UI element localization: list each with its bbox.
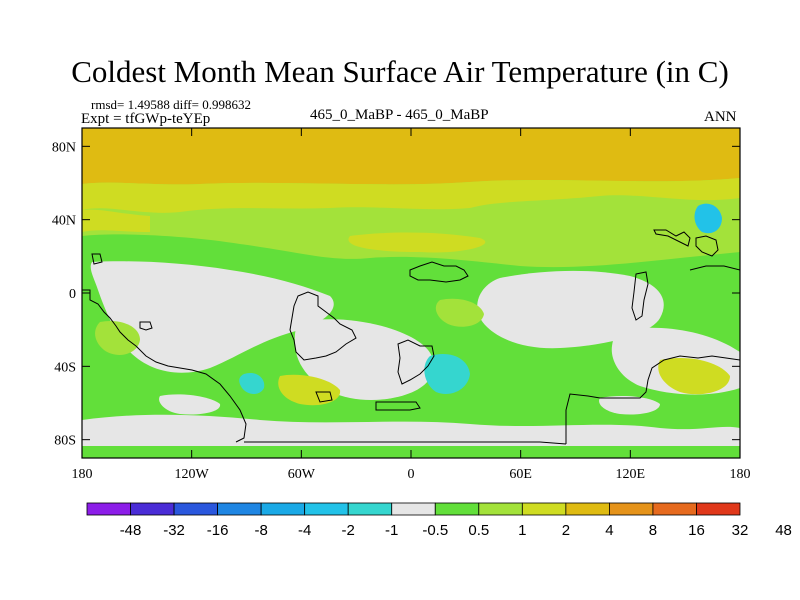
colorbar-swatch <box>521 502 567 516</box>
coast-south-america <box>289 291 357 361</box>
x-tick-label: 60E <box>509 467 532 482</box>
colorbar-label: 1 <box>518 522 526 539</box>
coast-america-west <box>82 289 247 443</box>
colorbar-label: -2 <box>342 522 355 539</box>
field-patch-b <box>82 209 150 232</box>
coast-asia-east <box>653 229 691 247</box>
colorbar-swatch <box>609 502 654 516</box>
plot-title: Coldest Month Mean Surface Air Temperatu… <box>71 54 729 89</box>
colorbar-swatch <box>652 502 697 516</box>
colorbar-swatch <box>696 502 741 516</box>
field-spot-4 <box>435 298 484 327</box>
coast-maritime <box>631 271 649 321</box>
colorbar-swatch <box>130 502 175 516</box>
field-gray-indian <box>477 270 664 349</box>
y-tick-label: 80S <box>54 434 76 449</box>
colorbar-label: 16 <box>688 522 705 539</box>
colorbar-label: -0.5 <box>422 522 448 539</box>
colorbar-label: 0.5 <box>468 522 489 539</box>
colorbar-label: 8 <box>649 522 657 539</box>
map-axes: 80N 40N 0 40S 80S 180 120W 60W 0 60E 120E 180 <box>52 128 751 482</box>
colorbar-swatch <box>260 502 306 516</box>
map-field <box>82 128 740 458</box>
coast-australia-antarctic <box>565 355 740 444</box>
colorbar-label: 2 <box>562 522 570 539</box>
field-spot-3 <box>658 357 730 395</box>
colorbar-swatch <box>565 502 610 516</box>
colorbar-swatch <box>304 502 349 516</box>
stats-text: rmsd= 1.49588 diff= 0.998632 <box>91 97 251 112</box>
colorbar-swatch <box>86 502 131 516</box>
field-patch-a <box>348 232 486 253</box>
colorbar-label: 4 <box>605 522 613 539</box>
x-tick-label: 180 <box>72 467 93 482</box>
coast-island-2 <box>91 253 103 265</box>
x-tick-label: 180 <box>730 467 751 482</box>
colorbar-swatch <box>478 502 523 516</box>
colorbar-label: -48 <box>120 522 142 539</box>
coastlines <box>82 229 740 445</box>
field-spot-2 <box>278 374 341 406</box>
coast-island-1 <box>139 321 153 331</box>
coast-north-pacific <box>689 265 740 271</box>
x-tick-label: 120E <box>616 467 646 482</box>
colorbar-label: 32 <box>732 522 749 539</box>
colorbar-swatch <box>173 502 218 516</box>
colorbar-label: -8 <box>254 522 267 539</box>
field-gray-patch-1 <box>159 394 221 415</box>
x-tick-label: 0 <box>408 467 415 482</box>
field-cool-3 <box>239 372 265 394</box>
colorbar: -48 -32 -16 -8 -4 -2 -1 -0.5 0.5 1 2 4 8 16 32 48 <box>86 502 792 539</box>
x-tick-label: 120W <box>175 467 210 482</box>
colorbar-swatch <box>347 502 393 516</box>
field-cool-2 <box>424 354 470 394</box>
coast-japan <box>695 235 719 257</box>
period-text: ANN <box>704 109 737 125</box>
y-tick-label: 40S <box>54 360 76 375</box>
y-tick-label: 80N <box>52 140 76 155</box>
colorbar-swatch <box>434 502 480 516</box>
colorbar-swatch <box>217 502 262 516</box>
colorbar-swatch <box>391 502 436 516</box>
colorbar-label: -1 <box>385 522 398 539</box>
field-gray-antarctic <box>82 414 740 446</box>
field-subarctic-band <box>82 178 740 213</box>
field-gray-atlantic <box>294 319 434 400</box>
y-tick-label: 0 <box>69 287 76 302</box>
colorbar-label: -16 <box>207 522 229 539</box>
coast-africa-south <box>375 401 421 411</box>
subtitle-text: 465_0_MaBP - 465_0_MaBP <box>310 107 489 123</box>
field-gray-patch-2 <box>599 396 660 415</box>
experiment-text: Expt = tfGWp-teYEp <box>81 111 211 127</box>
coast-antarctica <box>244 441 567 445</box>
field-cool-1 <box>694 203 722 234</box>
coast-africa <box>397 339 435 385</box>
field-gray-pacific <box>90 261 334 373</box>
y-tick-label: 40N <box>52 214 76 229</box>
field-arctic-band <box>82 128 740 185</box>
colorbar-label: 48 <box>775 522 792 539</box>
coast-eurasia-south <box>409 261 469 283</box>
coast-island-3 <box>315 391 333 403</box>
colorbar-label: -32 <box>163 522 185 539</box>
x-tick-label: 60W <box>288 467 316 482</box>
field-spot-1 <box>95 320 140 355</box>
colorbar-label: -4 <box>298 522 311 539</box>
